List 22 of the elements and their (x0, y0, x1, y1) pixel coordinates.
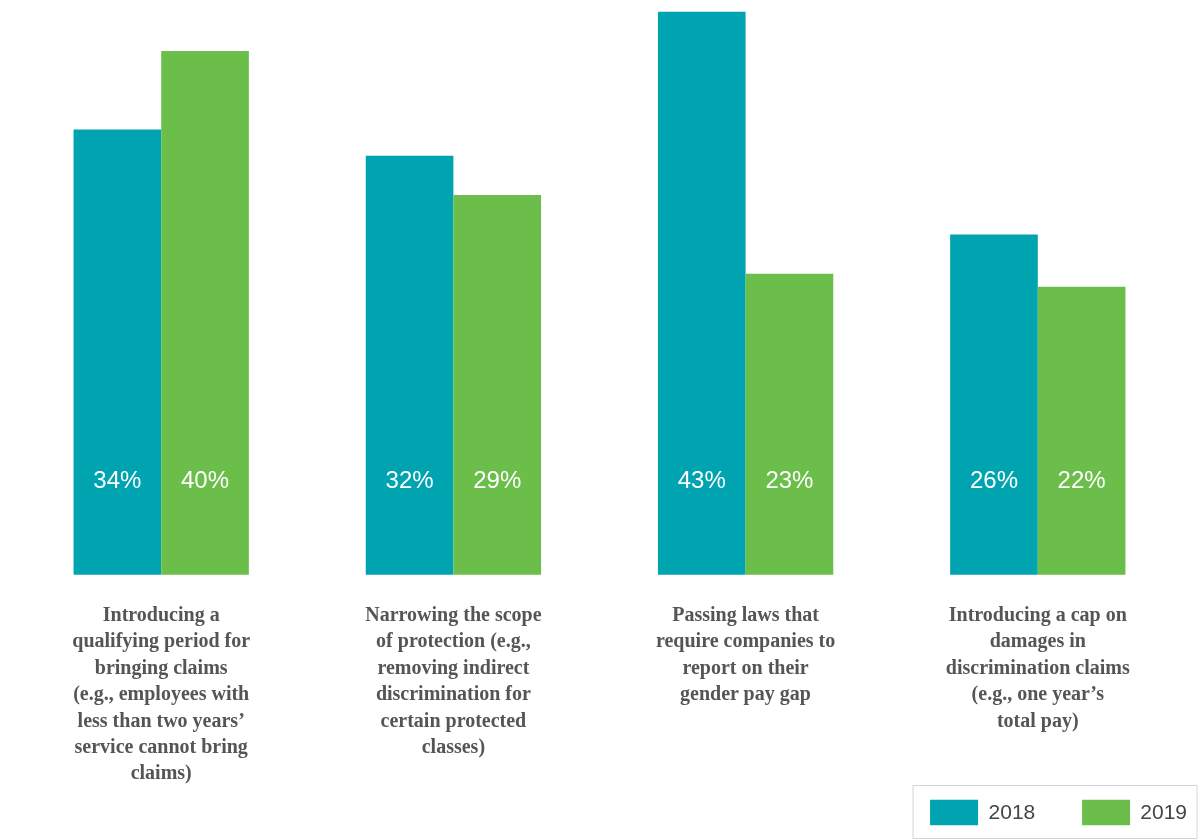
bar (745, 273, 834, 575)
bar (453, 195, 542, 575)
data-label: 22% (1057, 465, 1106, 493)
data-label: 40% (181, 465, 230, 493)
bar (161, 51, 249, 575)
x-tick-label: Introducing a cap on damages in discrimination claims (e.g., one year’s total pay) (945, 603, 1130, 732)
bar (73, 129, 162, 575)
legend-label: 2018 (988, 800, 1036, 824)
data-label: 32% (385, 465, 434, 493)
x-tick-label: Narrowing the scope of protection (e.g., removing indirect discrimination for certain protected classes) (365, 603, 542, 758)
x-tick-label: Passing laws that require companies to report on their gender pay gap (655, 603, 836, 706)
data-label: 34% (93, 465, 142, 493)
data-label: 26% (969, 465, 1018, 493)
data-label: 43% (677, 465, 726, 493)
legend-label: 2019 (1140, 800, 1187, 824)
bar (1037, 286, 1126, 575)
bar (365, 155, 454, 575)
data-label: 29% (473, 465, 522, 493)
bar (657, 11, 746, 575)
x-tick-label: Introducing a qualifying period for bringing claims (e.g., employees with less than two years’ service cannot bring claims) (72, 603, 251, 785)
data-label: 23% (765, 465, 814, 493)
bar (950, 234, 1038, 575)
